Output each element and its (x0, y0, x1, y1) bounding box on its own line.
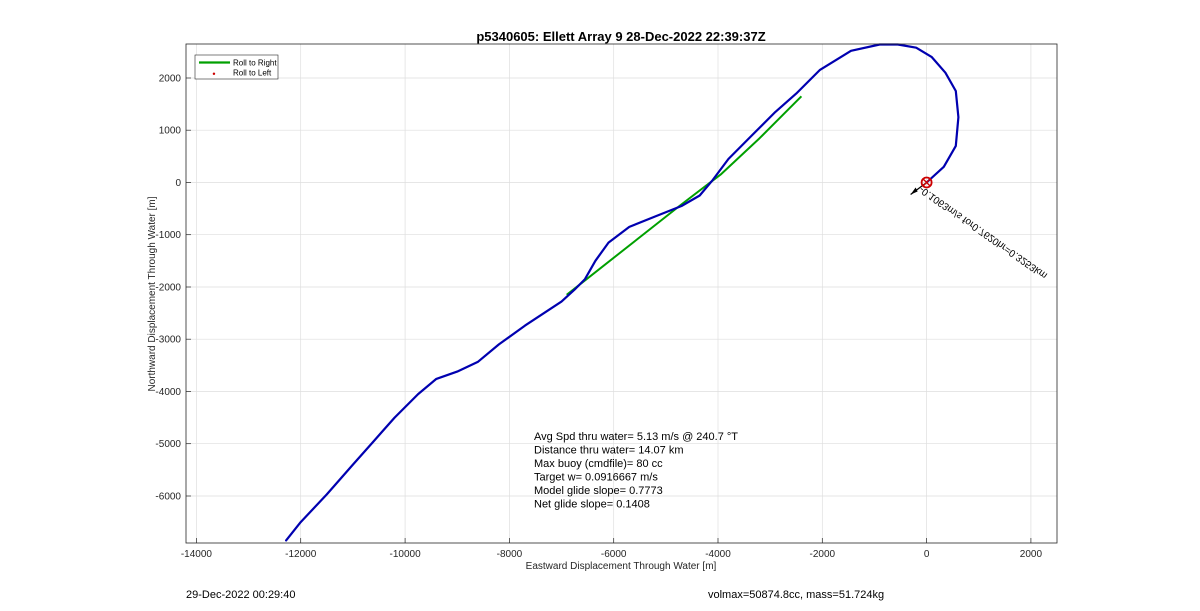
legend: Roll to Right • Roll to Left (194, 54, 279, 80)
stat-net-glide-slope: Net glide slope= 0.1408 (534, 499, 650, 511)
series-roll-to-right-line (566, 95, 803, 296)
y-tick-label: -2000 (155, 283, 181, 294)
x-axis-label: Eastward Displacement Through Water [m] (526, 561, 717, 572)
y-tick-label: -5000 (155, 439, 181, 450)
start-marker-cross (922, 178, 931, 187)
stat-distance: Distance thru water= 14.07 km (534, 445, 684, 457)
x-tick-label: -10000 (390, 549, 422, 560)
plot-frame (185, 43, 1058, 544)
stat-avg-speed: Avg Spd thru water= 5.13 m/s @ 240.7 °T (534, 431, 738, 443)
x-tick-label: 0 (924, 549, 930, 560)
y-tick-label: -3000 (155, 335, 181, 346)
track-line (285, 43, 960, 542)
start-marker (920, 176, 933, 189)
series-layer (285, 43, 960, 542)
current-vector-arrowhead (910, 187, 918, 195)
x-tick-label: -2000 (810, 549, 836, 560)
x-tick-label: -6000 (601, 549, 627, 560)
legend-label-roll-right: Roll to Right (233, 59, 277, 68)
legend-swatch-roll-left: • (212, 69, 215, 79)
y-tick-label: 2000 (159, 74, 182, 85)
plot-background (186, 44, 1057, 543)
y-tick-label: 1000 (159, 126, 182, 137)
stat-model-glide-slope: Model glide slope= 0.7773 (534, 485, 663, 497)
y-axis-label: Northward Displacement Through Water [m] (147, 196, 158, 391)
y-tick-label: 0 (175, 178, 181, 189)
footer-timestamp: 29-Dec-2022 00:29:40 (186, 589, 295, 601)
x-tick-label: -12000 (285, 549, 317, 560)
footer-mass-info: volmax=50874.8cc, mass=51.724kg (708, 589, 884, 601)
x-tick-label: 2000 (1020, 549, 1043, 560)
y-tick-label: -6000 (155, 492, 181, 503)
chart-title: p5340605: Ellett Array 9 28-Dec-2022 22:… (476, 29, 765, 44)
x-tick-label: -14000 (181, 549, 213, 560)
axis-ticks: -14000 -12000 -10000 -8000 -6000 -4000 -2000 0 2… (155, 74, 1042, 561)
stats-block: Avg Spd thru water= 5.13 m/s @ 240.7 °T … (534, 431, 738, 511)
legend-label-roll-left: Roll to Left (233, 69, 272, 78)
legend-box (194, 54, 279, 80)
stat-max-buoy: Max buoy (cmdfile)= 80 cc (534, 458, 663, 470)
x-tick-label: -4000 (705, 549, 731, 560)
x-tick-label: -8000 (497, 549, 523, 560)
stat-target-w: Target w= 0.0916667 m/s (534, 472, 658, 484)
y-tick-label: -4000 (155, 387, 181, 398)
y-tick-label: -1000 (155, 230, 181, 241)
grid-lines (186, 44, 1057, 543)
